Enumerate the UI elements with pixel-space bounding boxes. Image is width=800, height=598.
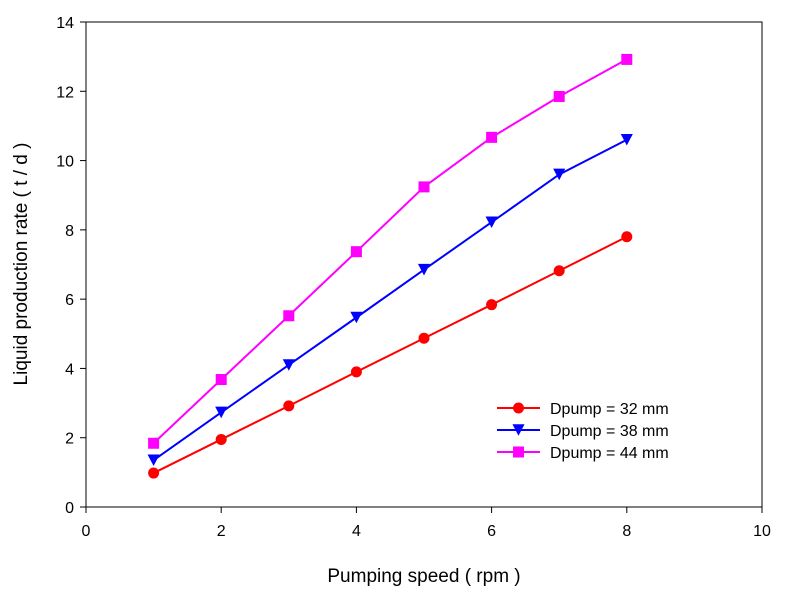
series-2 [147,134,633,467]
data-point [620,134,633,146]
data-point [283,310,295,322]
data-point [621,53,633,65]
data-point [148,437,160,449]
data-point [486,299,498,311]
data-point [621,231,633,243]
legend-label: Dpump = 32 mm [550,401,669,418]
legend-marker [513,446,524,458]
data-point [485,216,498,229]
data-point [283,400,295,412]
legend-label: Dpump = 44 mm [550,445,669,462]
y-axis-title: Liquid production rate ( t / d ) [11,143,32,386]
data-point [350,311,363,324]
y-tick-label: 2 [65,431,74,448]
y-tick-label: 0 [65,500,74,517]
data-point [148,467,160,479]
x-tick-label: 10 [753,523,771,540]
series-layer [147,53,633,479]
legend: Dpump = 32 mm Dpump = 38 mm Dpump = 44 mm [497,401,669,462]
data-point [215,406,228,419]
y-tick-label: 4 [65,361,74,378]
data-point [553,265,565,277]
legend-item: Dpump = 44 mm [497,445,669,462]
series-line [152,58,628,444]
data-point [350,246,362,258]
y-tick-label: 14 [56,15,74,32]
data-point [215,433,227,445]
series-1 [148,231,633,479]
data-point [417,263,431,276]
x-axis-title: Pumping speed ( rpm ) [327,566,520,587]
data-point [486,131,498,143]
y-tick-label: 12 [56,84,74,101]
y-tick-label: 8 [65,223,74,240]
y-tick-label: 6 [65,292,74,309]
data-point [553,168,566,181]
legend-item: Dpump = 38 mm [497,423,669,440]
x-tick-label: 6 [487,523,496,540]
x-tick-label: 0 [82,523,91,540]
x-tick-label: 4 [352,523,361,540]
y-tick-label: 10 [56,154,74,171]
plot-frame [85,21,763,508]
data-point [350,366,362,378]
data-point [418,181,430,193]
legend-item: Dpump = 32 mm [497,401,669,418]
data-point [418,332,430,344]
x-tick-label: 2 [217,523,226,540]
legend-label: Dpump = 38 mm [550,423,669,440]
x-tick-label: 8 [622,523,631,540]
legend-marker [513,402,524,414]
series-line [153,235,628,474]
data-point [215,374,227,386]
data-point [553,90,565,102]
data-point [282,359,295,371]
axis-ticks: 0 2 4 6 8 10 0 2 4 6 8 10 12 14 [56,15,771,540]
series-3 [148,53,633,449]
series-line [153,138,628,462]
legend-marker [512,424,525,436]
data-point [147,454,160,467]
